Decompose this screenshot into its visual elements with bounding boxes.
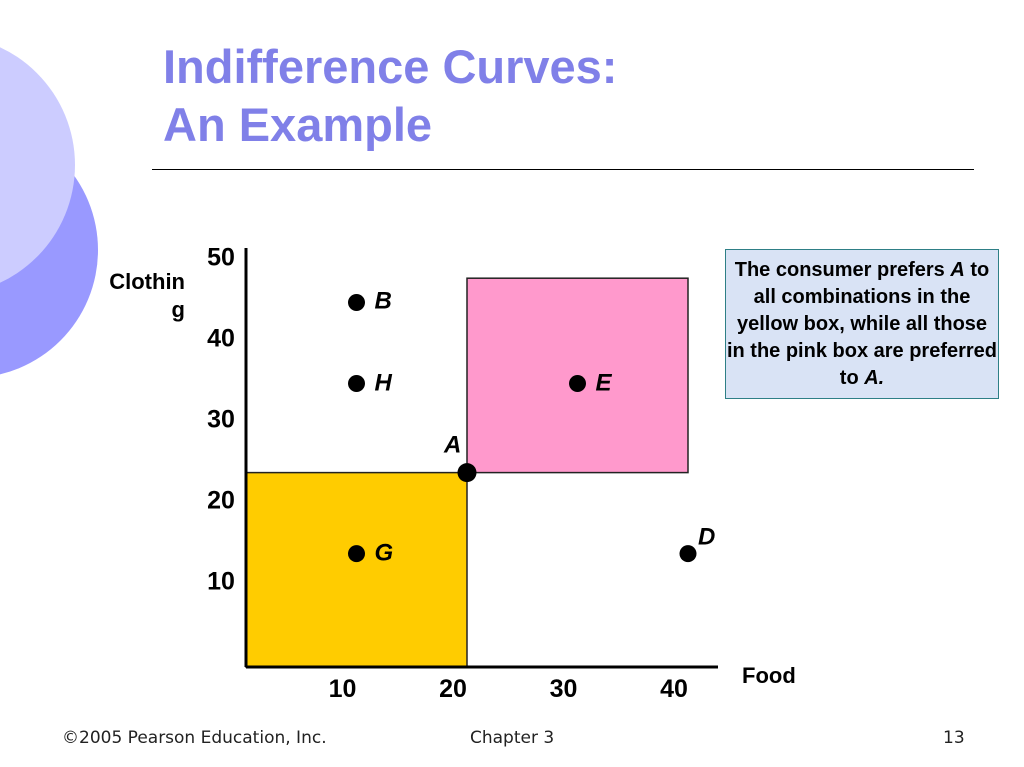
x-tick-label: 30 <box>550 675 578 703</box>
y-tick-label: 10 <box>207 568 235 596</box>
point-A <box>457 463 477 483</box>
y-tick-label: 30 <box>207 406 235 434</box>
callout-segment: A. <box>864 366 885 389</box>
footer-chapter: Chapter 3 <box>470 728 555 748</box>
slide-title-line-2: An Example <box>163 98 433 151</box>
y-tick-label: 20 <box>207 487 235 515</box>
point-label-H: H <box>375 370 393 397</box>
callout-box: The consumer prefers A to all combinatio… <box>725 249 999 399</box>
callout-segment: The consumer prefers <box>734 258 951 281</box>
title-divider <box>152 169 974 170</box>
callout-segment: A <box>950 258 965 281</box>
x-tick-label: 10 <box>329 675 357 703</box>
point-G <box>348 545 365 563</box>
x-tick-label: 20 <box>439 675 467 703</box>
point-H <box>348 375 365 392</box>
slide-title-line-1: Indifference Curves: <box>163 40 618 93</box>
x-axis-label: Food <box>742 663 796 688</box>
slide-title: Indifference Curves: An Example <box>163 38 617 154</box>
y-tick-label: 40 <box>207 325 235 353</box>
callout-segment: to all combinations in the yellow box, w… <box>726 258 998 389</box>
point-D <box>679 545 697 563</box>
point-E <box>569 375 586 392</box>
y-tick-label: 50 <box>207 244 235 272</box>
point-label-A: A <box>443 432 461 459</box>
yellow-box <box>245 471 468 668</box>
footer-page-number: 13 <box>943 728 965 748</box>
y-axis-label: Clothin <box>109 269 185 294</box>
point-label-D: D <box>698 524 715 551</box>
y-axis-label: g <box>172 297 185 322</box>
x-tick-label: 40 <box>660 675 688 703</box>
footer-copyright: ©2005 Pearson Education, Inc. <box>62 728 327 748</box>
callout-text: The consumer prefers A to all combinatio… <box>726 257 998 392</box>
point-label-G: G <box>375 540 394 567</box>
point-B <box>348 294 365 311</box>
point-label-B: B <box>375 288 392 315</box>
decorative-circles <box>0 47 98 375</box>
deco-circle-light <box>0 47 75 283</box>
point-label-E: E <box>596 370 613 397</box>
